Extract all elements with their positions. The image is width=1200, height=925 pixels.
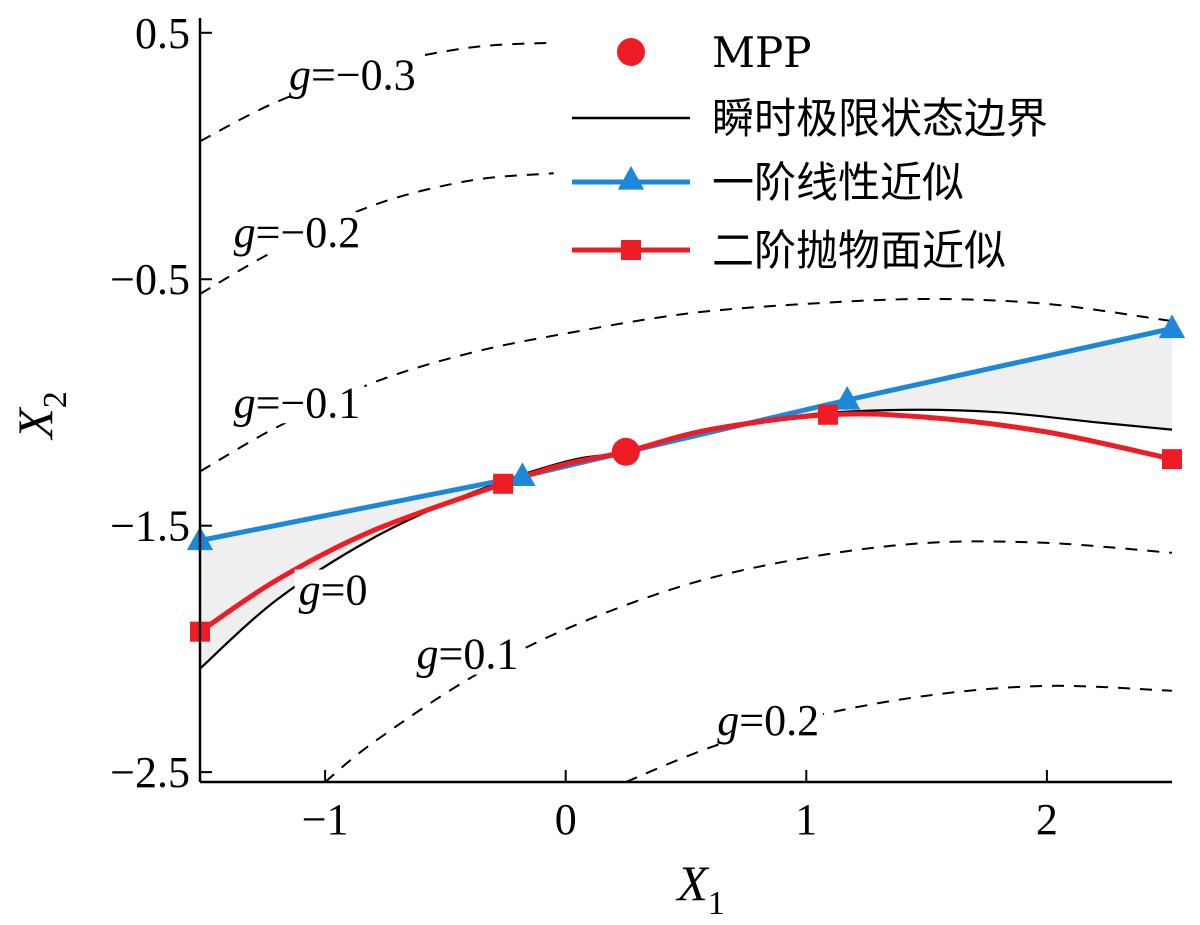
- y-tick-label-2: −1.5: [110, 502, 190, 551]
- legend-mpp-marker: [617, 38, 645, 66]
- contour-label-0-value: =−0.3: [311, 50, 416, 99]
- contour-line-2: [199, 297, 1173, 473]
- legend-background: [555, 20, 1170, 288]
- approximation-gap-shading: [200, 328, 1172, 669]
- x-axis-title: X1: [675, 855, 725, 922]
- limit-state-label-0-bg: [294, 569, 372, 611]
- contour-label-3-bg: [412, 633, 523, 675]
- x-tick-label-1: 0: [555, 795, 577, 844]
- contour-label-3-value: =0.1: [439, 630, 519, 679]
- contour-label-3: g=0.1: [417, 630, 519, 679]
- contour-label-4: g=0.2: [717, 696, 819, 745]
- y-axis-title-subscript: 2: [37, 391, 74, 408]
- legend-label-1: 瞬时极限状态边界: [712, 94, 1048, 143]
- limit-state-label-0-var: g: [299, 566, 321, 615]
- first-order-marker-1: [509, 462, 536, 486]
- legend-first-order-marker: [617, 165, 645, 190]
- contour-label-0-var: g: [289, 50, 311, 99]
- limit-state-label-0-value: =0: [321, 566, 368, 615]
- contour-line-3: [324, 540, 1173, 783]
- second-order-marker-3: [1162, 449, 1182, 470]
- legend-second-order-marker: [621, 240, 641, 260]
- contour-label-3-var: g: [417, 630, 439, 679]
- shaded-gap-region: [200, 328, 1172, 669]
- legend-label-0: MPP: [712, 28, 812, 77]
- contour-label-2-value: =−0.1: [256, 378, 361, 427]
- contour-label-4-value: =0.2: [739, 696, 819, 745]
- contour-label-0: g=−0.3: [289, 50, 416, 99]
- first-order-marker-2: [833, 385, 861, 410]
- contour-lines: [199, 41, 1173, 783]
- axes: −1 0 1 2 0.5 −0.5 −1.5 −2.5 X1 X2: [7, 9, 1172, 922]
- contour-label-4-bg: [713, 700, 824, 742]
- y-tick-label-3: −2.5: [110, 748, 190, 797]
- second-order-marker-2: [817, 404, 838, 425]
- contour-line-0: [199, 41, 554, 143]
- mpp-point: [611, 437, 640, 466]
- y-tick-label-0: 0.5: [135, 9, 190, 58]
- legend-label-3: 二阶抛物面近似: [712, 226, 1006, 275]
- contour-label-4-var: g: [717, 696, 739, 745]
- contour-label-1-value: =−0.2: [256, 208, 361, 257]
- contour-label-1: g=−0.2: [234, 208, 361, 257]
- limit-state-label-0: g=0: [299, 566, 368, 615]
- x-tick-label-0: −1: [302, 795, 349, 844]
- x-axis-title-subscript: 1: [708, 885, 725, 922]
- second-order-marker-1: [493, 473, 514, 494]
- contour-labels: g=−0.3g=−0.2g=−0.1g=0.1g=0.2g=0: [229, 50, 824, 745]
- y-axis-title: X2: [7, 391, 74, 441]
- contour-label-2-bg: [229, 382, 365, 424]
- contour-label-2: g=−0.1: [234, 378, 361, 427]
- y-tick-label-1: −0.5: [110, 255, 190, 304]
- first-order-line: [199, 326, 1173, 543]
- contour-label-1-bg: [229, 212, 365, 254]
- contour-label-1-var: g: [234, 208, 256, 257]
- x-tick-label-3: 2: [1036, 795, 1058, 844]
- first-order-marker-3: [1158, 314, 1186, 339]
- contour-label-0-bg: [285, 54, 420, 96]
- contour-label-2-var: g: [234, 378, 256, 427]
- legend-label-2: 一阶线性近似: [712, 158, 964, 207]
- x-tick-label-2: 1: [795, 795, 817, 844]
- contour-line-4: [625, 684, 1173, 783]
